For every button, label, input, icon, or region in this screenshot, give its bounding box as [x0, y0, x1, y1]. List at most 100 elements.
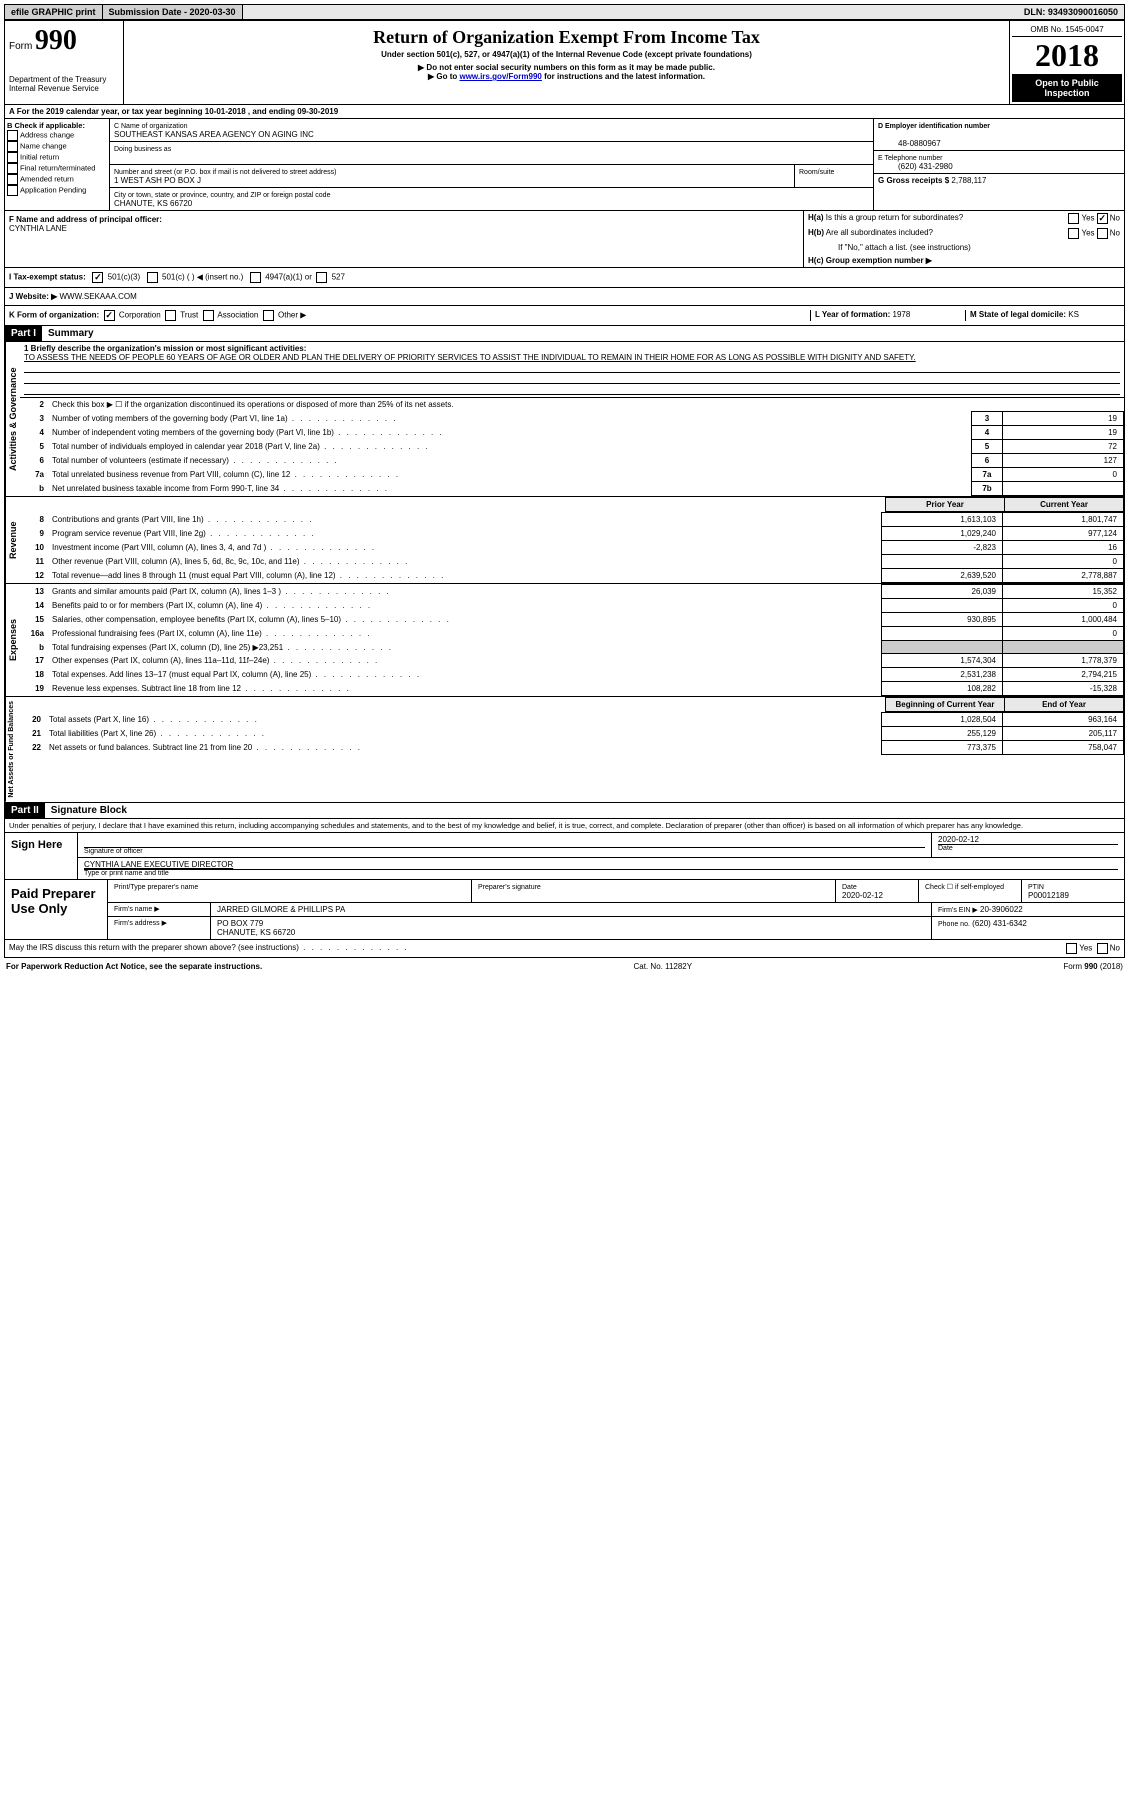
table-row: 9Program service revenue (Part VIII, lin…: [20, 527, 1124, 541]
table-row: 18Total expenses. Add lines 13–17 (must …: [20, 668, 1124, 682]
firm-phone: (620) 431-6342: [972, 919, 1027, 928]
corp-checkbox[interactable]: [104, 310, 115, 321]
501c-checkbox[interactable]: [147, 272, 158, 283]
discuss-yes-checkbox[interactable]: [1066, 943, 1077, 954]
501c3-checkbox[interactable]: [92, 272, 103, 283]
website-row: J Website: ▶ WWW.SEKAAA.COM: [4, 288, 1125, 306]
hb-note: If "No," attach a list. (see instruction…: [808, 243, 1120, 252]
ha-no-checkbox[interactable]: [1097, 213, 1108, 224]
table-row: bNet unrelated business taxable income f…: [20, 482, 1124, 496]
hc-label: H(c) Group exemption number ▶: [808, 256, 932, 265]
table-row: 7aTotal unrelated business revenue from …: [20, 468, 1124, 482]
i-label: I Tax-exempt status:: [9, 273, 86, 282]
phone-label: E Telephone number: [878, 155, 942, 162]
mission-text: TO ASSESS THE NEEDS OF PEOPLE 60 YEARS O…: [24, 353, 916, 362]
ein-value: 48-0880967: [878, 139, 941, 148]
pt-date: 2020-02-12: [842, 891, 883, 900]
l-label: L Year of formation:: [815, 310, 890, 319]
top-bar: efile GRAPHIC print Submission Date - 20…: [4, 4, 1125, 20]
f-h-block: F Name and address of principal officer:…: [4, 211, 1125, 268]
gross-label: G Gross receipts $: [878, 176, 949, 185]
table-row: 12Total revenue—add lines 8 through 11 (…: [20, 569, 1124, 583]
dba-label: Doing business as: [114, 146, 171, 153]
street-value: 1 WEST ASH PO BOX J: [114, 176, 201, 185]
year-cell: OMB No. 1545-0047 2018 Open to PublicIns…: [1010, 21, 1124, 104]
state-domicile: KS: [1068, 310, 1079, 319]
ein-label: D Employer identification number: [878, 123, 990, 130]
form-number: 990: [35, 25, 77, 56]
table-row: 22Net assets or fund balances. Subtract …: [17, 741, 1124, 755]
table-row: 10Investment income (Part VIII, column (…: [20, 541, 1124, 555]
activities-governance: Activities & Governance 1 Briefly descri…: [4, 342, 1125, 497]
expenses-section: Expenses 13Grants and similar amounts pa…: [4, 584, 1125, 697]
b-header: B Check if applicable:: [7, 121, 107, 130]
m-label: M State of legal domicile:: [970, 310, 1066, 319]
j-label: J Website: ▶: [9, 292, 57, 301]
ha-yes-checkbox[interactable]: [1068, 213, 1079, 224]
penalty-text: Under penalties of perjury, I declare th…: [5, 819, 1124, 832]
table-row: 14Benefits paid to or for members (Part …: [20, 599, 1124, 613]
assoc-checkbox[interactable]: [203, 310, 214, 321]
final-return-checkbox[interactable]: [7, 163, 18, 174]
name-change-checkbox[interactable]: [7, 141, 18, 152]
addr-change-checkbox[interactable]: [7, 130, 18, 141]
street-label: Number and street (or P.O. box if mail i…: [114, 169, 336, 176]
firm-ein: 20-3906022: [980, 905, 1023, 914]
table-row: 6Total number of volunteers (estimate if…: [20, 454, 1124, 468]
discuss-no-checkbox[interactable]: [1097, 943, 1108, 954]
note-ssn: ▶ Do not enter social security numbers o…: [128, 63, 1005, 72]
dept-treasury: Department of the Treasury: [9, 75, 119, 84]
trust-checkbox[interactable]: [165, 310, 176, 321]
year-formation: 1978: [893, 310, 911, 319]
form-header: Form 990 Department of the Treasury Inte…: [4, 20, 1125, 105]
initial-return-checkbox[interactable]: [7, 152, 18, 163]
sig-date: 2020-02-12: [938, 835, 979, 844]
amended-checkbox[interactable]: [7, 174, 18, 185]
self-employed-check[interactable]: Check ☐ if self-employed: [925, 884, 1004, 891]
omb-number: OMB No. 1545-0047: [1012, 23, 1122, 37]
table-row: 21Total liabilities (Part X, line 26)255…: [17, 727, 1124, 741]
pt-name-label: Print/Type preparer's name: [114, 884, 198, 891]
firm-name: JARRED GILMORE & PHILLIPS PA: [211, 903, 932, 916]
governance-table: 2Check this box ▶ ☐ if the organization …: [20, 398, 1124, 411]
city-value: CHANUTE, KS 66720: [114, 199, 192, 208]
signature-block: Under penalties of perjury, I declare th…: [4, 819, 1125, 958]
col-current-year: Current Year: [1005, 498, 1124, 512]
table-row: 5Total number of individuals employed in…: [20, 440, 1124, 454]
open-inspection: Open to PublicInspection: [1012, 74, 1122, 102]
submission-date: Submission Date - 2020-03-30: [103, 5, 243, 19]
cat-no: Cat. No. 11282Y: [634, 962, 693, 971]
table-row: 8Contributions and grants (Part VIII, li…: [20, 513, 1124, 527]
col-eoy: End of Year: [1005, 698, 1124, 712]
title-cell: Return of Organization Exempt From Incom…: [124, 21, 1010, 104]
527-checkbox[interactable]: [316, 272, 327, 283]
room-label: Room/suite: [799, 169, 834, 176]
tab-expenses: Expenses: [5, 584, 20, 696]
gross-value: 2,788,117: [951, 176, 986, 185]
table-row: 16aProfessional fundraising fees (Part I…: [20, 627, 1124, 641]
form-title: Return of Organization Exempt From Incom…: [128, 27, 1005, 48]
sig-officer-label: Signature of officer: [84, 847, 925, 855]
tax-exempt-row: I Tax-exempt status: 501(c)(3) 501(c) ( …: [4, 268, 1125, 288]
4947-checkbox[interactable]: [250, 272, 261, 283]
discuss-text: May the IRS discuss this return with the…: [9, 943, 1066, 954]
table-row: 3Number of voting members of the governi…: [20, 412, 1124, 426]
hb-no-checkbox[interactable]: [1097, 228, 1108, 239]
revenue-section: Revenue Prior YearCurrent Year 8Contribu…: [4, 497, 1125, 584]
instructions-link[interactable]: www.irs.gov/Form990: [459, 72, 541, 81]
table-row: 11Other revenue (Part VIII, column (A), …: [20, 555, 1124, 569]
firm-addr-label: Firm's address ▶: [108, 917, 211, 939]
part2-title: Signature Block: [45, 803, 133, 818]
hb-yes-checkbox[interactable]: [1068, 228, 1079, 239]
col-boy: Beginning of Current Year: [886, 698, 1005, 712]
k-label: K Form of organization:: [9, 311, 99, 320]
city-label: City or town, state or province, country…: [114, 192, 330, 199]
l2-text: Check this box ▶ ☐ if the organization d…: [48, 398, 1124, 411]
table-row: 17Other expenses (Part IX, column (A), l…: [20, 654, 1124, 668]
efile-link[interactable]: efile GRAPHIC print: [5, 5, 103, 19]
app-pending-checkbox[interactable]: [7, 185, 18, 196]
part2-badge: Part II: [5, 803, 45, 818]
website-value: WWW.SEKAAA.COM: [59, 292, 136, 301]
firm-name-label: Firm's name ▶: [108, 903, 211, 916]
other-checkbox[interactable]: [263, 310, 274, 321]
